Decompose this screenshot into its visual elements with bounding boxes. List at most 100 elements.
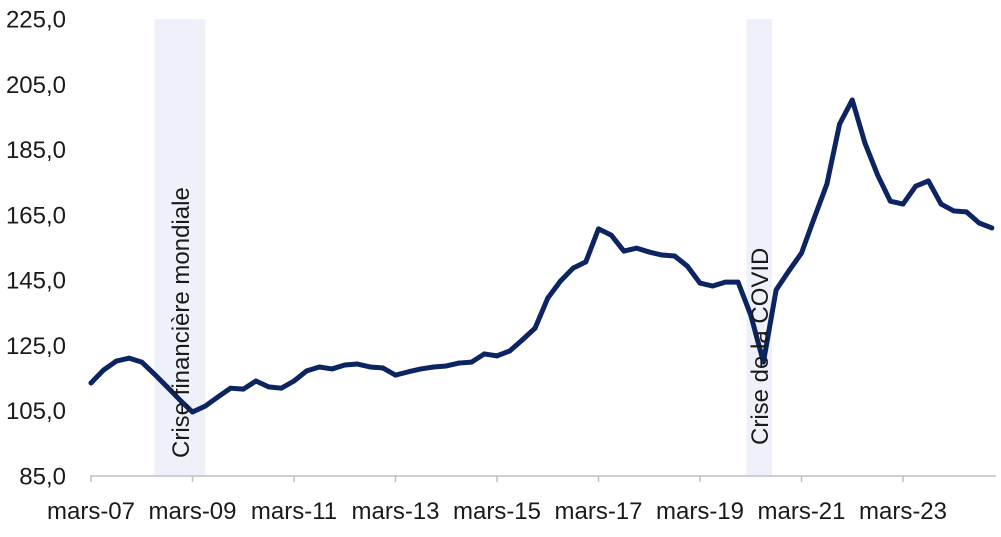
- y-axis-tick-label: 165,0: [6, 202, 66, 229]
- data-point: [367, 364, 373, 370]
- data-point: [126, 355, 132, 361]
- y-axis-tick-label: 125,0: [6, 333, 66, 360]
- y-axis-tick-labels: 85,0 105,0 125,0 145,0 165,0 185,0 205,0 225,0: [6, 7, 66, 491]
- data-point: [799, 250, 804, 256]
- data-point: [316, 364, 322, 370]
- x-axis-tick-label: mars-23: [859, 498, 947, 525]
- data-point: [164, 384, 170, 390]
- x-axis-tick-label: mars-19: [656, 498, 744, 525]
- shaded-periods: [154, 19, 772, 476]
- series-layer: [88, 97, 995, 415]
- y-axis-tick-label: 105,0: [6, 398, 66, 425]
- data-point: [355, 361, 360, 367]
- data-point: [608, 232, 614, 238]
- data-point: [507, 348, 513, 354]
- shaded-period-labels: Crise financière mondiale Crise de la COV…: [168, 187, 774, 458]
- data-point: [900, 201, 906, 207]
- data-point: [634, 245, 639, 251]
- data-point: [443, 363, 449, 369]
- data-point: [672, 253, 678, 259]
- data-point: [481, 351, 487, 357]
- data-point: [887, 198, 893, 204]
- y-axis-tick-label: 205,0: [6, 72, 66, 99]
- data-point: [532, 325, 538, 331]
- data-point: [976, 220, 982, 226]
- data-point: [558, 278, 563, 284]
- shaded-period-label: Crise financière mondiale: [168, 187, 195, 458]
- data-point: [266, 384, 272, 390]
- data-point: [418, 366, 424, 372]
- data-point: [278, 385, 284, 391]
- data-point: [431, 364, 436, 370]
- data-point: [240, 386, 246, 392]
- y-axis-tick-label: 185,0: [6, 137, 66, 164]
- data-point: [405, 369, 411, 375]
- data-point: [545, 295, 551, 301]
- data-point: [951, 208, 957, 214]
- data-point: [253, 378, 259, 384]
- data-point: [152, 371, 157, 377]
- data-point: [710, 283, 716, 289]
- data-point: [786, 268, 792, 274]
- data-point: [139, 359, 145, 365]
- data-point: [291, 378, 297, 384]
- data-point: [748, 312, 754, 318]
- data-point: [837, 121, 842, 127]
- data-point: [964, 209, 969, 215]
- data-point: [621, 248, 627, 254]
- x-axis-tick-label: mars-13: [351, 498, 439, 525]
- data-point: [570, 265, 576, 271]
- data-point: [938, 201, 944, 207]
- y-axis-tick-label: 225,0: [6, 7, 66, 34]
- series-line: [88, 97, 995, 415]
- data-point: [393, 372, 398, 378]
- x-axis-tick-label: mars-07: [47, 498, 135, 525]
- data-point: [342, 362, 348, 368]
- x-axis-tick-label: mars-17: [554, 498, 642, 525]
- data-point: [913, 183, 919, 189]
- data-point: [684, 263, 690, 269]
- data-point: [697, 280, 703, 286]
- x-axis-tick-label: mars-21: [757, 498, 845, 525]
- data-point: [875, 172, 881, 178]
- data-point: [456, 360, 462, 366]
- data-point: [659, 252, 665, 258]
- data-point: [177, 397, 183, 403]
- data-point: [646, 249, 652, 255]
- data-point: [596, 226, 601, 232]
- x-axis: mars-07 mars-09 mars-11 mars-13 mars-15 mars-…: [47, 475, 996, 525]
- data-point: [519, 337, 525, 343]
- data-point: [811, 215, 817, 221]
- data-point: [761, 359, 766, 365]
- data-point: [329, 366, 335, 372]
- data-point: [735, 279, 741, 285]
- data-point: [849, 97, 855, 103]
- data-point: [469, 359, 475, 365]
- data-point: [824, 181, 830, 187]
- data-point: [925, 178, 931, 184]
- data-point: [380, 365, 386, 371]
- data-point: [228, 385, 233, 391]
- x-axis-tick-label: mars-15: [453, 498, 541, 525]
- y-axis-tick-label: 85,0: [19, 464, 66, 491]
- data-point: [989, 225, 995, 231]
- data-point: [215, 394, 221, 400]
- data-point: [101, 367, 107, 373]
- x-axis-tick-label: mars-09: [148, 498, 236, 525]
- shaded-period-label: Crise de la COVID: [747, 248, 774, 445]
- data-point: [304, 368, 310, 374]
- data-point: [202, 403, 208, 409]
- data-point: [862, 140, 868, 146]
- x-axis-tick-label: mars-11: [251, 498, 337, 525]
- data-point: [88, 380, 94, 386]
- data-point: [113, 358, 119, 364]
- data-point: [773, 287, 779, 293]
- data-point: [494, 353, 500, 359]
- y-axis-tick-label: 145,0: [6, 268, 66, 295]
- shaded-period-band: [746, 19, 772, 476]
- data-point: [722, 279, 728, 285]
- data-point: [190, 409, 195, 415]
- data-point: [583, 259, 589, 265]
